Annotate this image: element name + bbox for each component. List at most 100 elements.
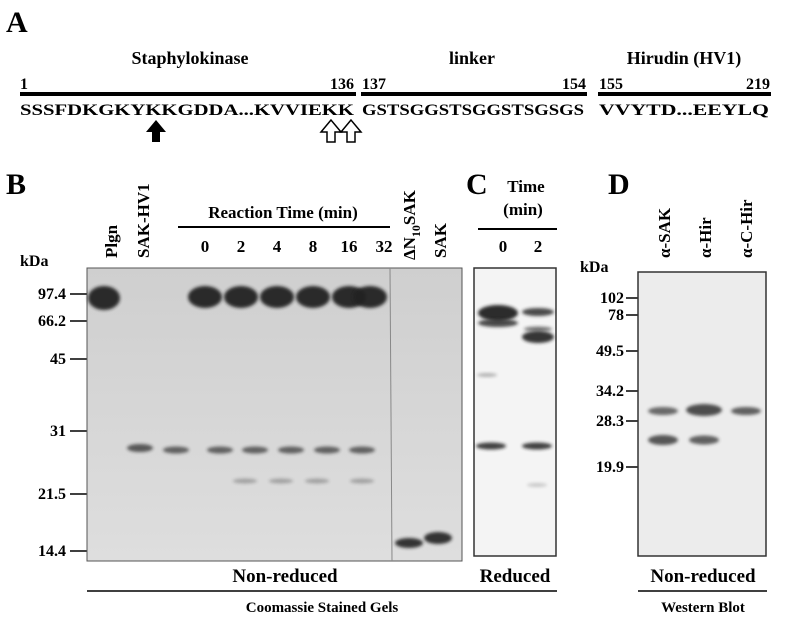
- gel: [86, 267, 463, 562]
- band: [242, 446, 268, 454]
- marker-ticks: [626, 297, 638, 468]
- gel-caption: Non-reduced: [232, 566, 338, 587]
- band: [127, 444, 153, 452]
- band: [233, 478, 257, 484]
- band: [648, 407, 678, 415]
- band: [689, 435, 719, 445]
- lane-label: 0: [201, 237, 210, 256]
- domain-title: Hirudin (HV1): [627, 48, 742, 69]
- marker-label: 49.5: [596, 343, 624, 360]
- group-label: (min): [503, 200, 543, 219]
- lane-label: SAK: [431, 222, 450, 258]
- lane-label: 2: [534, 237, 543, 256]
- marker-label: 21.5: [38, 486, 66, 503]
- marker-ticks: [70, 293, 87, 552]
- domain-bar: [598, 92, 771, 96]
- band: [88, 286, 120, 310]
- band: [349, 446, 375, 454]
- residue-end: 136: [330, 76, 354, 93]
- residue-start: 137: [362, 76, 386, 93]
- lane-label: Plgn: [102, 224, 121, 258]
- sequence: SSSFDKGKYKKGDDA...KVVIEKK: [20, 102, 355, 119]
- cleavage-arrow: [146, 120, 166, 142]
- band: [269, 478, 293, 484]
- band: [296, 286, 330, 308]
- band: [163, 446, 189, 454]
- footer: Western Blot: [661, 600, 745, 616]
- bands: [88, 286, 761, 548]
- lane-label: 4: [273, 237, 282, 256]
- band: [524, 326, 552, 332]
- marker-label: 102: [600, 290, 624, 307]
- marker-label: 45: [50, 351, 66, 368]
- band: [224, 286, 258, 308]
- band: [731, 407, 761, 415]
- lane-label: 0: [499, 237, 508, 256]
- marker-label: 66.2: [38, 313, 66, 330]
- band: [522, 331, 554, 343]
- band: [477, 373, 497, 377]
- band: [522, 308, 554, 316]
- gel-caption: Reduced: [480, 566, 551, 587]
- unit-label: kDa: [20, 253, 48, 270]
- marker-label: 19.9: [596, 459, 624, 476]
- band: [424, 532, 452, 544]
- marker-label: 14.4: [38, 543, 66, 560]
- residue-end: 154: [562, 76, 586, 93]
- lane-label: α-C-Hir: [737, 199, 756, 258]
- band: [188, 286, 222, 308]
- band: [305, 478, 329, 484]
- residue-start: 1: [20, 76, 28, 93]
- marker-label: 97.4: [38, 286, 66, 303]
- marker-label: 78: [608, 307, 624, 324]
- label-subscript: 10: [409, 225, 423, 237]
- footer: Coomassie Stained Gels: [246, 600, 399, 616]
- lane-label: 32: [376, 237, 393, 256]
- label-part: ΔN: [400, 236, 419, 260]
- cleavage-arrow-open: [339, 118, 363, 143]
- domain-bar: [361, 92, 587, 96]
- band: [350, 478, 374, 484]
- panel-letter: B: [6, 168, 26, 201]
- group-label: Time: [507, 177, 545, 196]
- unit-label: kDa: [580, 259, 608, 276]
- cleavage-arrow-open: [319, 118, 343, 143]
- marker-label: 31: [50, 423, 66, 440]
- marker-label: 28.3: [596, 413, 624, 430]
- lane-label: 16: [341, 237, 358, 256]
- domain-title: linker: [449, 48, 495, 68]
- lane-label: SAK-HV1: [134, 183, 153, 258]
- band: [522, 442, 552, 450]
- band: [260, 286, 294, 308]
- band: [395, 538, 423, 548]
- domain-bar: [20, 92, 356, 96]
- lane-label: 8: [309, 237, 318, 256]
- band: [476, 442, 506, 450]
- lane-label: 2: [237, 237, 246, 256]
- residue-end: 219: [746, 76, 770, 93]
- lane-label: α-SAK: [655, 207, 674, 258]
- band: [314, 446, 340, 454]
- gel-caption: Non-reduced: [650, 566, 756, 587]
- sequence: GSTSGGSTSGGSTSGSGS: [362, 102, 584, 119]
- lane-label: α-Hir: [696, 217, 715, 258]
- panel-letter: A: [6, 6, 28, 39]
- band: [527, 483, 547, 487]
- band: [207, 446, 233, 454]
- group-label: Reaction Time (min): [208, 203, 358, 222]
- panel-letter: D: [608, 168, 630, 201]
- panel-letter: C: [466, 168, 488, 201]
- gel-divider: [389, 267, 393, 562]
- band: [686, 404, 722, 416]
- band: [478, 319, 518, 327]
- domain-title: Staphylokinase: [131, 48, 248, 68]
- sequence: VVYTD...EEYLQ: [599, 102, 769, 119]
- residue-start: 155: [599, 76, 623, 93]
- band: [648, 435, 678, 445]
- band: [478, 305, 518, 321]
- lane-label: ΔN10SAK: [400, 189, 423, 260]
- band: [278, 446, 304, 454]
- label-part: SAK: [400, 189, 419, 225]
